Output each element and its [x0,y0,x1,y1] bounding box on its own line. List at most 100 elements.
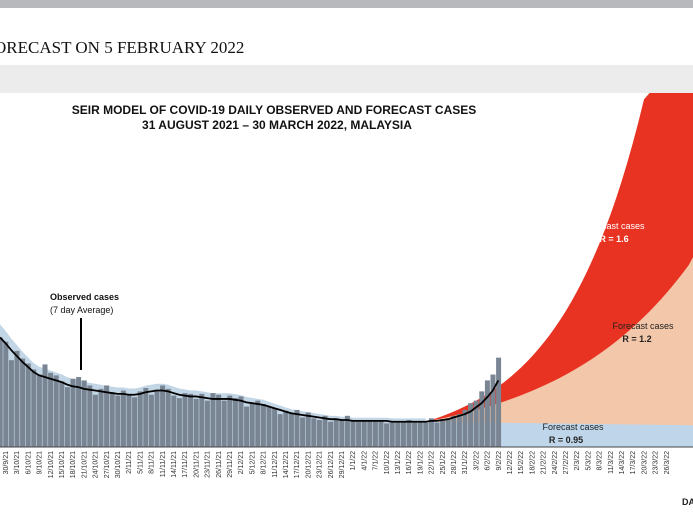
observed-average-line [0,336,500,423]
x-tick-label: 17/3/22 [630,451,637,474]
x-tick-label: 13/1/22 [395,451,402,474]
x-tick-label: 22/1/22 [429,451,436,474]
x-tick-label: 26/3/22 [664,451,671,474]
x-tick-label: 2/11/21 [126,451,133,474]
observed-bar [456,414,462,447]
top-rule [0,0,693,8]
x-tick-label: 2/3/22 [574,451,581,471]
x-tick-label: 18/10/21 [70,451,77,478]
x-tick-label: 30/10/21 [115,451,122,478]
chart-container: 30/9/21 3/10/21 6/10/21 9/10/21 12/10/21 15/1… [0,93,693,523]
x-tick-label: 3/2/22 [473,451,480,471]
x-tick-label: 23/3/22 [653,451,660,474]
x-tick-label: 31/1/22 [462,451,469,474]
observed-bar [221,400,227,447]
x-tick-label: 9/2/22 [496,451,503,471]
observed-bar [468,403,474,447]
x-tick-label: 14/11/21 [171,451,178,478]
x-tick-label: 17/11/21 [182,451,189,478]
x-tick-label: 5/3/22 [585,451,592,471]
observed-bar [277,414,283,447]
observed-bar [70,378,76,447]
x-tick-label: 12/10/21 [48,451,55,478]
observed-bar [120,390,126,447]
observed-bar [266,406,272,447]
observed-bar [227,395,233,447]
x-tick-label: 15/10/21 [59,451,66,478]
observed-bar [423,422,429,447]
x-tick-label: 27/10/21 [104,451,111,478]
x-tick-labels: 30/9/21 3/10/21 6/10/21 9/10/21 12/10/21 15/1… [3,451,671,478]
observed-bar [14,350,20,447]
x-tick-label: 8/3/22 [597,451,604,471]
observed-bar [25,363,31,447]
observed-bar [238,396,244,447]
x-tick-label: 25/1/22 [440,451,447,474]
observed-bar [204,400,210,447]
observed-bar [8,360,14,447]
observed-bar [322,415,328,447]
observed-bar [451,415,457,447]
observed-bar [305,412,311,447]
forecast-chart: 30/9/21 3/10/21 6/10/21 9/10/21 12/10/21 15/1… [0,93,693,507]
observed-bar [48,372,54,447]
observed-bar [400,421,406,447]
grey-band [0,65,693,93]
observed-bar [328,421,334,447]
observed-bar [0,337,3,447]
x-tick-label: 29/11/21 [227,451,234,478]
observed-bar [154,389,160,447]
observed-bar [148,394,154,447]
x-tick-label: 23/12/21 [317,451,324,478]
observed-bar [496,357,502,447]
observed-bar [350,420,356,447]
observed-bar [36,374,42,447]
x-tick-label: 24/10/21 [93,451,100,478]
header-bar: ORECAST ON 5 FEBRUARY 2022 [0,8,693,65]
x-tick-label: 28/1/22 [451,451,458,474]
x-tick-label: 18/2/22 [529,451,536,474]
observed-bar [272,408,278,447]
observed-bar [76,377,82,447]
observed-bar [210,393,216,447]
observed-bar [356,421,362,447]
x-tick-label: 19/1/22 [417,451,424,474]
x-tick-label: 4/1/22 [361,451,368,471]
x-tick-label: 14/3/22 [619,451,626,474]
x-tick-label: 2/12/21 [238,451,245,474]
page-title: ORECAST ON 5 FEBRUARY 2022 [0,38,245,57]
x-tick-label: 23/11/21 [205,451,212,478]
x-tick-label: 8/11/21 [149,451,156,474]
x-tick-label: 16/1/22 [406,451,413,474]
observed-bar [445,418,451,447]
observed-bar [406,420,412,447]
x-tick-label: 5/12/21 [249,451,256,474]
observed-bar [137,391,143,447]
forecast-mid-label: Forecast cases [612,321,674,331]
observed-bar [260,404,266,447]
observed-bar [92,394,98,447]
observed-bar [104,385,110,447]
x-tick-label: 17/12/21 [294,451,301,478]
observed-bar [64,387,70,447]
chart-title-line1: SEIR MODEL OF COVID-19 DAILY OBSERVED AN… [72,103,477,117]
observed-bar [389,421,395,447]
x-tick-label: 20/3/22 [641,451,648,474]
observed-bar [160,385,166,447]
forecast-areas [0,93,693,447]
observed-bar [255,400,261,447]
observed-bar [344,415,350,447]
x-tick-label: 26/11/21 [216,451,223,478]
observed-bar [384,423,390,447]
x-tick-label: 7/1/22 [373,451,380,471]
observed-bar [143,388,149,447]
forecast-high-label: Forecast cases [583,221,645,231]
x-tick-label: 14/12/21 [283,451,290,478]
observed-bar [31,369,37,447]
observed-bar [216,394,222,447]
observed-bar [283,410,289,447]
x-tick-label: 11/12/21 [272,451,279,478]
observed-bars [0,337,502,447]
observed-bar [87,385,93,447]
x-tick-label: 5/11/21 [137,451,144,474]
